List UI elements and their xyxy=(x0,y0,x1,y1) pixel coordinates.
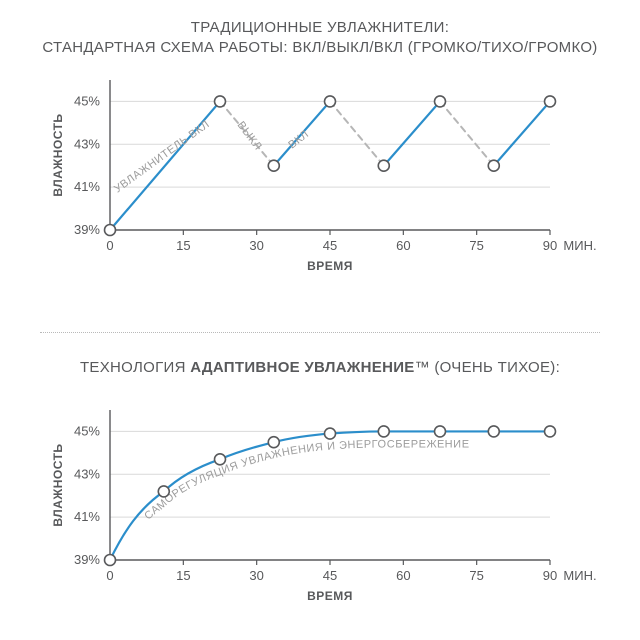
svg-text:43%: 43% xyxy=(74,136,100,151)
svg-text:30: 30 xyxy=(249,238,263,253)
svg-text:30: 30 xyxy=(249,568,263,583)
svg-text:0: 0 xyxy=(106,568,113,583)
svg-text:ВЛАЖНОСТЬ: ВЛАЖНОСТЬ xyxy=(51,113,65,196)
svg-text:45: 45 xyxy=(323,238,337,253)
svg-text:39%: 39% xyxy=(74,552,100,567)
svg-text:ВРЕМЯ: ВРЕМЯ xyxy=(307,259,353,273)
svg-text:ВРЕМЯ: ВРЕМЯ xyxy=(307,589,353,603)
svg-text:45: 45 xyxy=(323,568,337,583)
svg-text:УВЛАЖНИТЕЛЬ ВКЛ: УВЛАЖНИТЕЛЬ ВКЛ xyxy=(112,118,212,195)
svg-text:0: 0 xyxy=(106,238,113,253)
svg-text:90: 90 xyxy=(543,238,557,253)
svg-text:15: 15 xyxy=(176,238,190,253)
svg-text:60: 60 xyxy=(396,238,410,253)
svg-text:60: 60 xyxy=(396,568,410,583)
svg-text:90: 90 xyxy=(543,568,557,583)
svg-text:ВКЛ: ВКЛ xyxy=(286,128,311,151)
svg-text:МИН.: МИН. xyxy=(563,568,596,583)
svg-text:МИН.: МИН. xyxy=(563,238,596,253)
svg-text:39%: 39% xyxy=(74,222,100,237)
svg-text:ВЛАЖНОСТЬ: ВЛАЖНОСТЬ xyxy=(51,443,65,526)
svg-text:ВЫКЛ: ВЫКЛ xyxy=(235,119,264,152)
svg-text:САМОРЕГУЛЯЦИЯ УВЛАЖНЕНИЯ И ЭНЕ: САМОРЕГУЛЯЦИЯ УВЛАЖНЕНИЯ И ЭНЕРГОСБЕРЕЖЕ… xyxy=(142,438,469,522)
svg-text:15: 15 xyxy=(176,568,190,583)
svg-text:75: 75 xyxy=(469,238,483,253)
svg-text:75: 75 xyxy=(469,568,483,583)
svg-text:45%: 45% xyxy=(74,93,100,108)
svg-text:45%: 45% xyxy=(74,423,100,438)
svg-text:43%: 43% xyxy=(74,466,100,481)
svg-text:41%: 41% xyxy=(74,509,100,524)
svg-text:41%: 41% xyxy=(74,179,100,194)
chart1: 39% 41% 43% 45% 0 15 30 45 60 75 90 МИН. ВРЕМЯ ВЛАЖНО… xyxy=(0,0,640,280)
chart2: 39% 41% 43% 45% 0 15 30 45 60 75 90 МИН. ВРЕМЯ ВЛАЖНО… xyxy=(0,330,640,630)
